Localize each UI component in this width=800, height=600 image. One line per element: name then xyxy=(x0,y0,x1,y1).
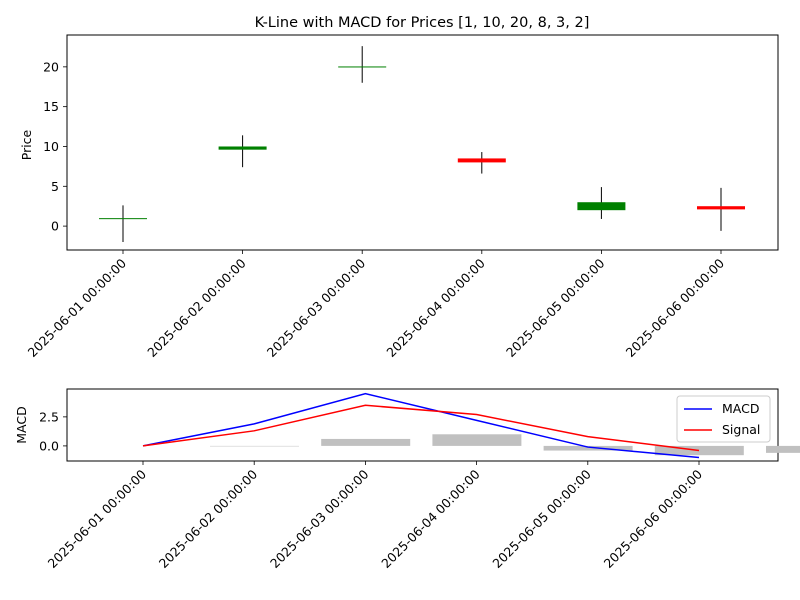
histogram-bar xyxy=(543,445,633,451)
series-line-signal xyxy=(142,404,700,452)
price-x-tick-label: 2025-06-05 00:00:00 xyxy=(503,255,608,360)
macd-axis-label: MACD xyxy=(14,406,29,443)
candle-body xyxy=(218,146,267,150)
series-line-macd xyxy=(142,392,700,459)
price-y-tick-label: 10 xyxy=(43,139,59,154)
candle-body xyxy=(577,202,626,211)
macd-x-tick-label: 2025-06-01 00:00:00 xyxy=(45,466,150,571)
price-axis-label: Price xyxy=(19,129,34,160)
price-x-tick-label: 2025-06-03 00:00:00 xyxy=(264,255,369,360)
histogram-bar xyxy=(766,445,800,453)
macd-x-tick-label: 2025-06-05 00:00:00 xyxy=(489,466,594,571)
histogram-bar xyxy=(432,434,522,446)
price-y-tick-label: 15 xyxy=(43,99,59,114)
histogram-bar xyxy=(654,445,744,456)
candle-body xyxy=(99,218,147,220)
legend: MACD Signal xyxy=(676,395,771,443)
price-x-tick-label: 2025-06-06 00:00:00 xyxy=(623,255,728,360)
candle-body xyxy=(457,158,506,163)
legend-label-macd: MACD xyxy=(722,401,759,416)
histogram-bar xyxy=(321,438,411,446)
price-plot-frame xyxy=(66,34,779,251)
chart-title: K-Line with MACD for Prices [1, 10, 20, … xyxy=(255,15,590,31)
macd-x-tick-label: 2025-06-03 00:00:00 xyxy=(267,466,372,571)
histogram-bar xyxy=(210,445,299,447)
candle-body xyxy=(338,66,387,68)
macd-x-tick-label: 2025-06-06 00:00:00 xyxy=(601,466,706,571)
price-y-tick-label: 20 xyxy=(43,59,59,74)
candlestick-panel: 0 5 10 15 20 2025-06-01 00:00:00 2025-06-02 00… xyxy=(25,34,779,360)
macd-x-tick-label: 2025-06-02 00:00:00 xyxy=(156,466,261,571)
price-y-tick-label: 0 xyxy=(51,219,59,234)
macd-y-tick-label: 2.5 xyxy=(39,409,59,424)
price-y-tick-label: 5 xyxy=(51,179,59,194)
candle-body xyxy=(697,206,745,210)
price-x-tick-label: 2025-06-04 00:00:00 xyxy=(383,255,488,360)
macd-x-tick-label: 2025-06-04 00:00:00 xyxy=(378,466,483,571)
macd-y-tick-label: 0.0 xyxy=(39,438,59,453)
price-x-tick-label: 2025-06-02 00:00:00 xyxy=(144,255,249,360)
price-x-tick-label: 2025-06-01 00:00:00 xyxy=(25,255,130,360)
legend-label-signal: Signal xyxy=(722,422,760,437)
